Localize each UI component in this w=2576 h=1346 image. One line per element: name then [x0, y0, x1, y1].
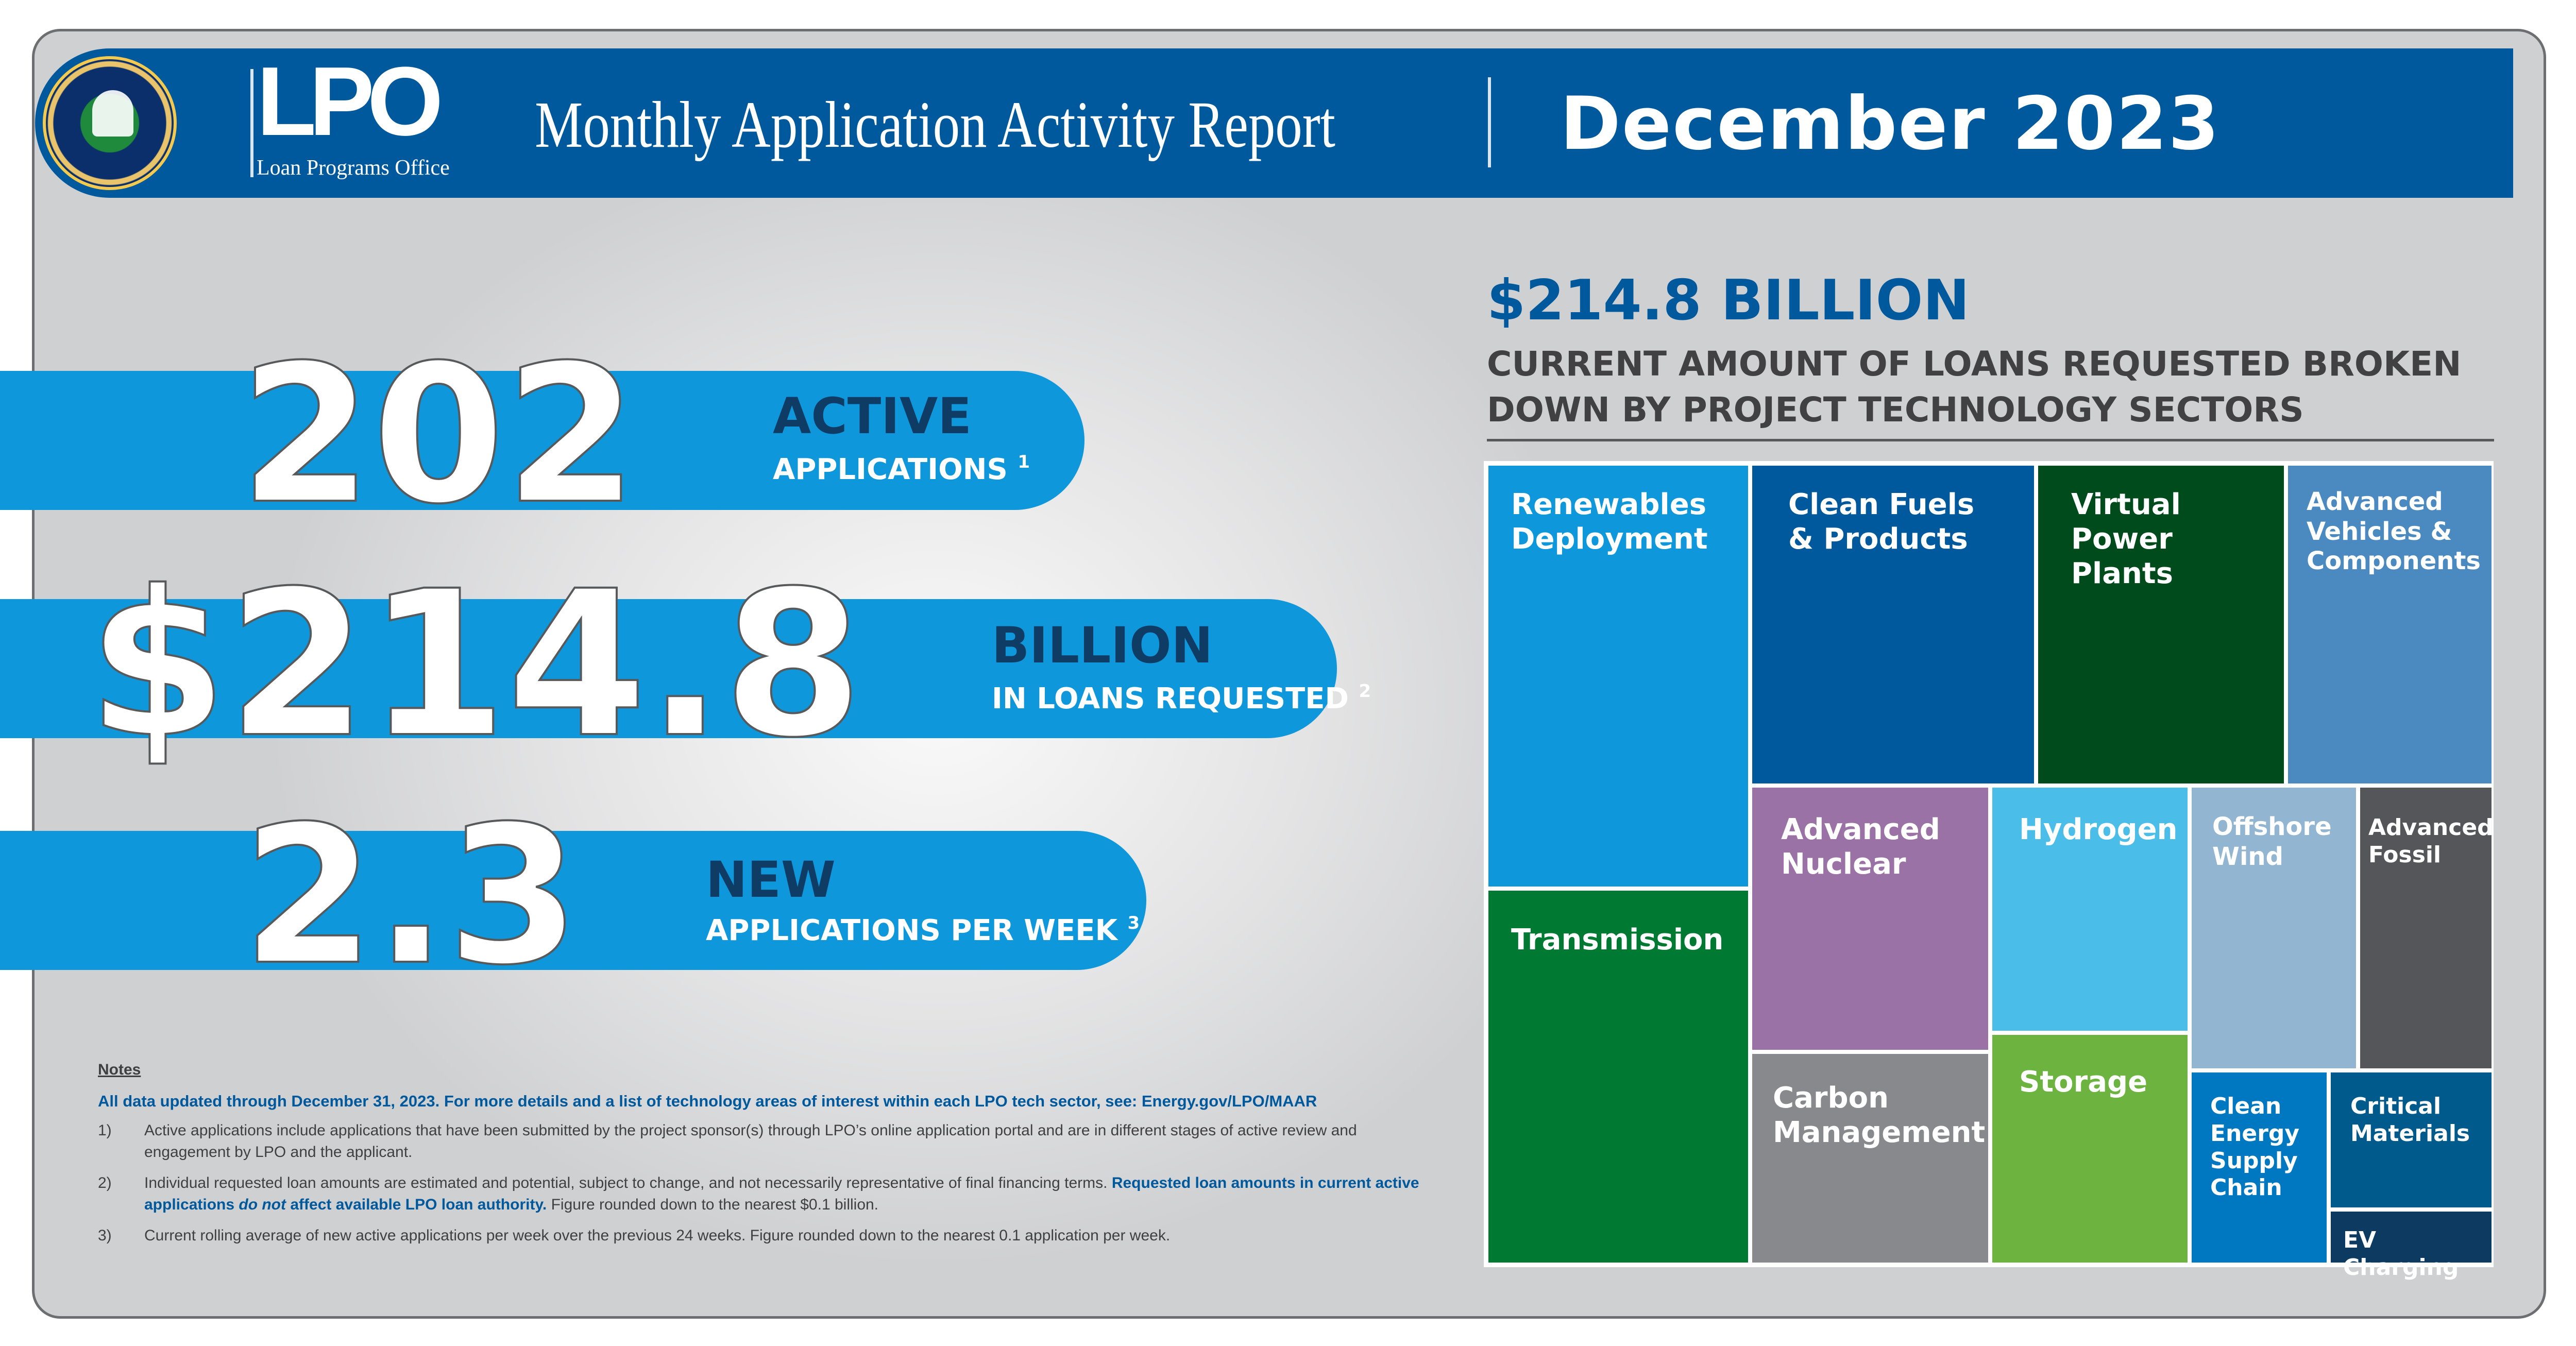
treemap-tile: Clean Energy Supply Chain — [2190, 1070, 2329, 1265]
treemap-tile: Critical Materials — [2329, 1070, 2494, 1209]
report-title: Monthly Application Activity Report — [535, 88, 1335, 161]
stat-value-weekly: 2.3 — [241, 786, 581, 1007]
treemap-tile-label: Advanced Fossil — [2368, 814, 2494, 868]
notes-lead: All data updated through December 31, 20… — [98, 1092, 1317, 1110]
treemap-tile: Clean Fuels & Products — [1750, 464, 2036, 786]
header-divider — [250, 69, 253, 177]
note-emphasis: Requested loan amounts in current active… — [144, 1174, 1419, 1213]
treemap-tile: Advanced Vehicles & Components — [2286, 464, 2494, 786]
sector-total: $214.8 BILLION — [1487, 268, 1970, 333]
treemap-tile-label: Advanced Vehicles & Components — [2307, 487, 2481, 576]
sector-treemap: Renewables Deployment Transmission Clean F… — [1484, 461, 2494, 1281]
treemap-tile-label: Renewables Deployment — [1511, 488, 1708, 556]
sector-description: CURRENT AMOUNT OF LOANS REQUESTED BROKEN… — [1487, 344, 2462, 430]
treemap-tile: EV Charging — [2329, 1209, 2494, 1281]
note-text: Active applications include applications… — [144, 1122, 1357, 1161]
header-rule — [1487, 439, 2494, 441]
treemap-tile-label: Offshore Wind — [2212, 812, 2332, 871]
lpo-logo-subtitle: Loan Programs Office — [257, 156, 450, 180]
notes-heading: Notes — [98, 1061, 141, 1078]
sector-header: $214.8 BILLION CURRENT AMOUNT OF LOANS R… — [1487, 273, 2497, 433]
note-number: 2) — [98, 1174, 112, 1191]
header-banner: LPO Loan Programs Office Monthly Applica… — [35, 48, 2513, 198]
report-month: December 2023 — [1560, 81, 2221, 166]
stat-pill-weekly — [0, 831, 1146, 970]
stat-subtitle-billion: IN LOANS REQUESTED 2 — [992, 681, 1371, 715]
treemap-tile-label: Carbon Management — [1773, 1081, 1986, 1150]
stat-title-active: ACTIVE — [773, 387, 972, 445]
treemap-tile-label: Advanced Nuclear — [1781, 813, 1940, 881]
note-text: Figure rounded down to the nearest $0.1 … — [547, 1196, 879, 1213]
note-number: 3) — [98, 1227, 112, 1244]
stat-value-active: 202 — [239, 325, 638, 546]
treemap-tile: Hydrogen — [1990, 786, 2190, 1033]
note-emphasis: affect available LPO loan authority. — [286, 1196, 547, 1213]
lpo-logo: LPO — [257, 47, 444, 156]
treemap-tile-label: Critical Materials — [2350, 1093, 2470, 1147]
treemap-tile: Storage — [1990, 1033, 2190, 1265]
treemap-tile: Advanced Nuclear — [1750, 786, 1990, 1052]
treemap-tile: Carbon Management — [1750, 1052, 1990, 1265]
treemap-tile-label: Storage — [2019, 1065, 2148, 1099]
note-text: Current rolling average of new active ap… — [144, 1227, 1171, 1244]
doe-seal — [43, 56, 177, 190]
stat-pill-billion — [0, 599, 1337, 738]
note-item: 2) Individual requested loan amounts are… — [98, 1172, 1437, 1216]
treemap-tile: Virtual Power Plants — [2036, 464, 2286, 786]
treemap-tile: Renewables Deployment — [1486, 464, 1750, 889]
note-item: 1) Active applications include applicati… — [98, 1120, 1437, 1163]
treemap-tile-label: EV Charging — [2343, 1227, 2459, 1281]
note-item: 3) Current rolling average of new active… — [98, 1225, 1437, 1247]
treemap-tile-label: Clean Fuels & Products — [1788, 488, 1975, 556]
stat-subtitle-weekly: APPLICATIONS PER WEEK 3 — [706, 913, 1140, 947]
stat-title-weekly: NEW — [706, 851, 836, 909]
note-number: 1) — [98, 1122, 112, 1139]
stat-title-billion: BILLION — [992, 617, 1213, 674]
treemap-tile-label: Hydrogen — [2019, 813, 2178, 846]
notes-section: Notes All data updated through December … — [98, 1061, 1437, 1247]
treemap-tile-label: Clean Energy Supply Chain — [2210, 1093, 2300, 1201]
treemap-tile: Offshore Wind — [2190, 786, 2358, 1070]
note-emphasis-italic: do not — [239, 1196, 286, 1213]
note-text: Individual requested loan amounts are es… — [144, 1174, 1112, 1191]
treemap-tile: Advanced Fossil — [2358, 786, 2494, 1070]
header-divider — [1488, 77, 1491, 167]
treemap-tile: Transmission — [1486, 889, 1750, 1265]
treemap-tile-label: Transmission — [1511, 923, 1724, 957]
stat-value-billion: $214.8 — [87, 548, 864, 781]
treemap-tile-label: Virtual Power Plants — [2071, 488, 2181, 591]
stat-pill-active — [0, 371, 1084, 510]
stat-subtitle-active: APPLICATIONS 1 — [773, 452, 1030, 486]
